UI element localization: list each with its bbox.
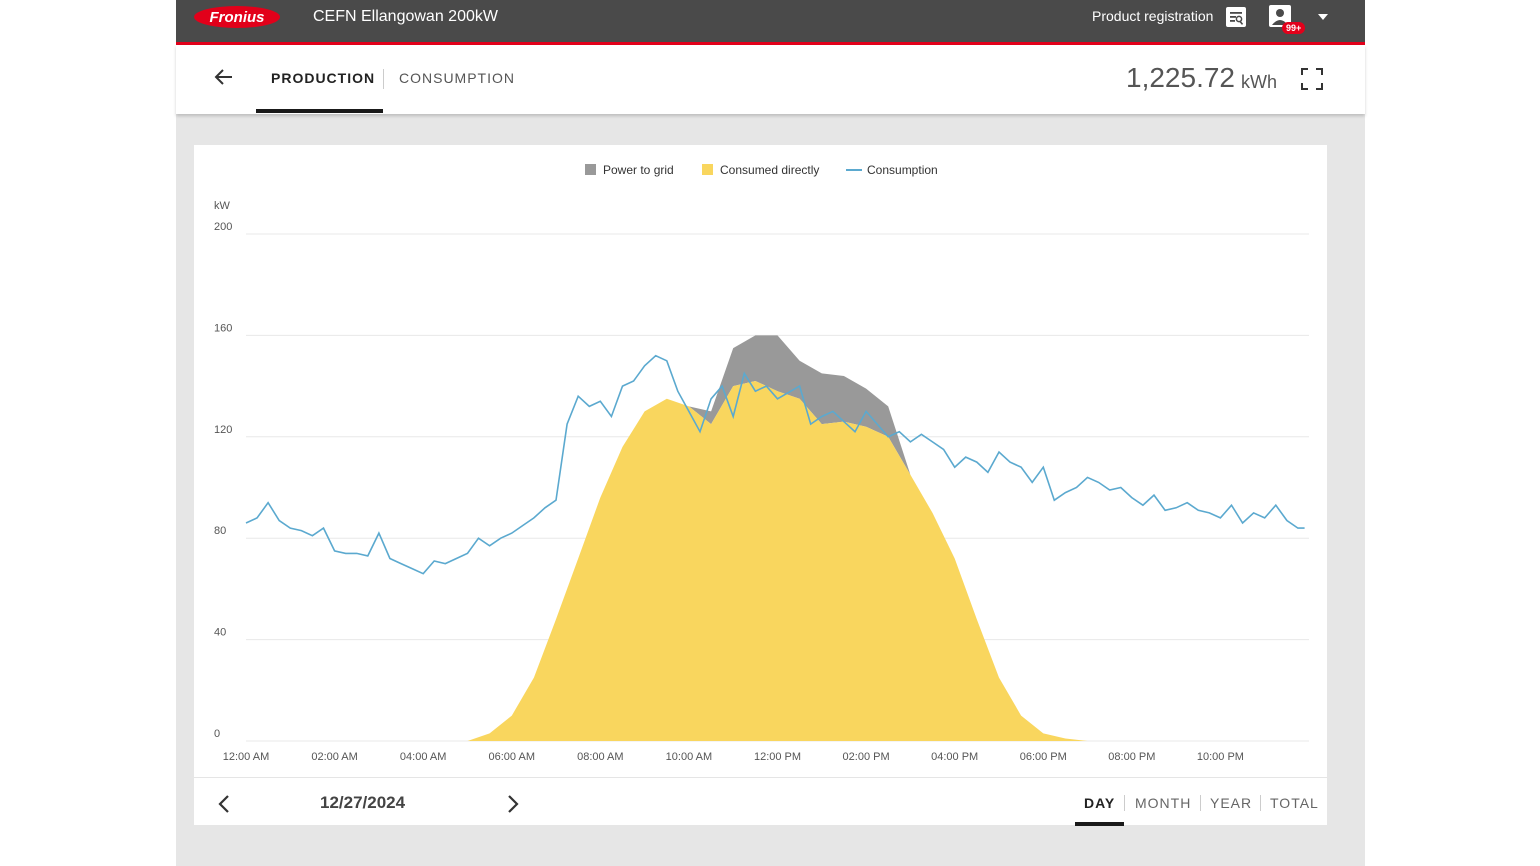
y-tick-label: 120 xyxy=(214,424,232,436)
period-divider xyxy=(1260,795,1261,811)
period-day[interactable]: DAY xyxy=(1084,795,1116,811)
user-icon[interactable] xyxy=(1269,5,1291,27)
selected-date[interactable]: 12/27/2024 xyxy=(320,793,406,812)
x-tick-label: 08:00 PM xyxy=(1108,751,1155,763)
legend-label: Consumed directly xyxy=(720,163,819,177)
energy-total-unit: kWh xyxy=(1241,72,1277,92)
legend-label: Power to grid xyxy=(603,163,674,177)
app-window: Fronius CEFN Ellangowan 200kW Product re… xyxy=(176,0,1365,866)
x-tick-label: 04:00 PM xyxy=(931,751,978,763)
period-divider xyxy=(1124,795,1125,811)
x-tick-label: 04:00 AM xyxy=(400,751,446,763)
x-tick-label: 12:00 AM xyxy=(223,751,269,763)
arrow-left-icon[interactable] xyxy=(214,67,234,87)
production-chart: Power to grid Consumed directly Consumptio… xyxy=(214,163,1309,763)
x-tick-label: 02:00 AM xyxy=(311,751,357,763)
period-year[interactable]: YEAR xyxy=(1210,795,1253,811)
period-divider xyxy=(1200,795,1201,811)
chevron-left-icon[interactable] xyxy=(216,794,232,814)
y-tick-label: 160 xyxy=(214,322,232,334)
period-total[interactable]: TOTAL xyxy=(1270,795,1319,811)
caret-down-icon[interactable] xyxy=(1317,13,1329,21)
area-consumed-directly xyxy=(246,381,1309,741)
period-month[interactable]: MONTH xyxy=(1135,795,1192,811)
x-tick-label: 10:00 AM xyxy=(666,751,712,763)
x-tick-label: 08:00 AM xyxy=(577,751,623,763)
fullscreen-icon[interactable] xyxy=(1300,67,1324,91)
brand-text: Fronius xyxy=(210,9,265,26)
legend-swatch xyxy=(702,164,713,175)
y-axis-label: kW xyxy=(214,200,231,212)
active-tab-indicator xyxy=(256,109,383,113)
legend-swatch xyxy=(585,164,596,175)
product-registration-link[interactable]: Product registration xyxy=(1092,8,1214,24)
y-tick-label: 0 xyxy=(214,728,220,740)
chart-areas xyxy=(246,335,1309,741)
x-tick-label: 12:00 PM xyxy=(754,751,801,763)
tab-bar: PRODUCTION CONSUMPTION 1,225.72 kWh xyxy=(176,45,1365,114)
chart-legend: Power to grid Consumed directly Consumptio… xyxy=(585,163,938,177)
date-navigation: 12/27/2024 DAY MONTH YEAR TOTAL xyxy=(194,777,1327,826)
line-consumption xyxy=(245,354,1305,575)
chevron-right-icon[interactable] xyxy=(505,794,521,814)
notification-badge[interactable]: 99+ xyxy=(1282,22,1306,34)
tab-consumption[interactable]: CONSUMPTION xyxy=(399,70,515,86)
chart-axes: 0 40 80 120 160 200 kW 12:00 AM 02:00 AM 04:00 AM… xyxy=(214,200,1244,763)
registration-icon[interactable] xyxy=(1225,6,1247,28)
x-tick-label: 10:00 PM xyxy=(1197,751,1244,763)
y-tick-label: 80 xyxy=(214,525,226,537)
fronius-logo[interactable]: Fronius xyxy=(193,5,281,29)
x-tick-label: 02:00 PM xyxy=(843,751,890,763)
tab-divider xyxy=(383,69,384,89)
active-period-indicator xyxy=(1075,822,1124,826)
tab-production[interactable]: PRODUCTION xyxy=(271,70,376,86)
area-power-to-grid xyxy=(688,335,911,475)
chart-lines xyxy=(245,354,1305,575)
x-tick-label: 06:00 PM xyxy=(1020,751,1067,763)
top-bar: Fronius CEFN Ellangowan 200kW Product re… xyxy=(176,0,1365,45)
chart-card: Power to grid Consumed directly Consumptio… xyxy=(194,145,1327,826)
legend-label: Consumption xyxy=(867,163,938,177)
y-tick-label: 200 xyxy=(214,221,232,233)
x-tick-label: 06:00 AM xyxy=(489,751,535,763)
y-tick-label: 40 xyxy=(214,627,226,639)
plant-name[interactable]: CEFN Ellangowan 200kW xyxy=(313,8,498,25)
energy-total-value: 1,225.72 xyxy=(1126,62,1235,93)
